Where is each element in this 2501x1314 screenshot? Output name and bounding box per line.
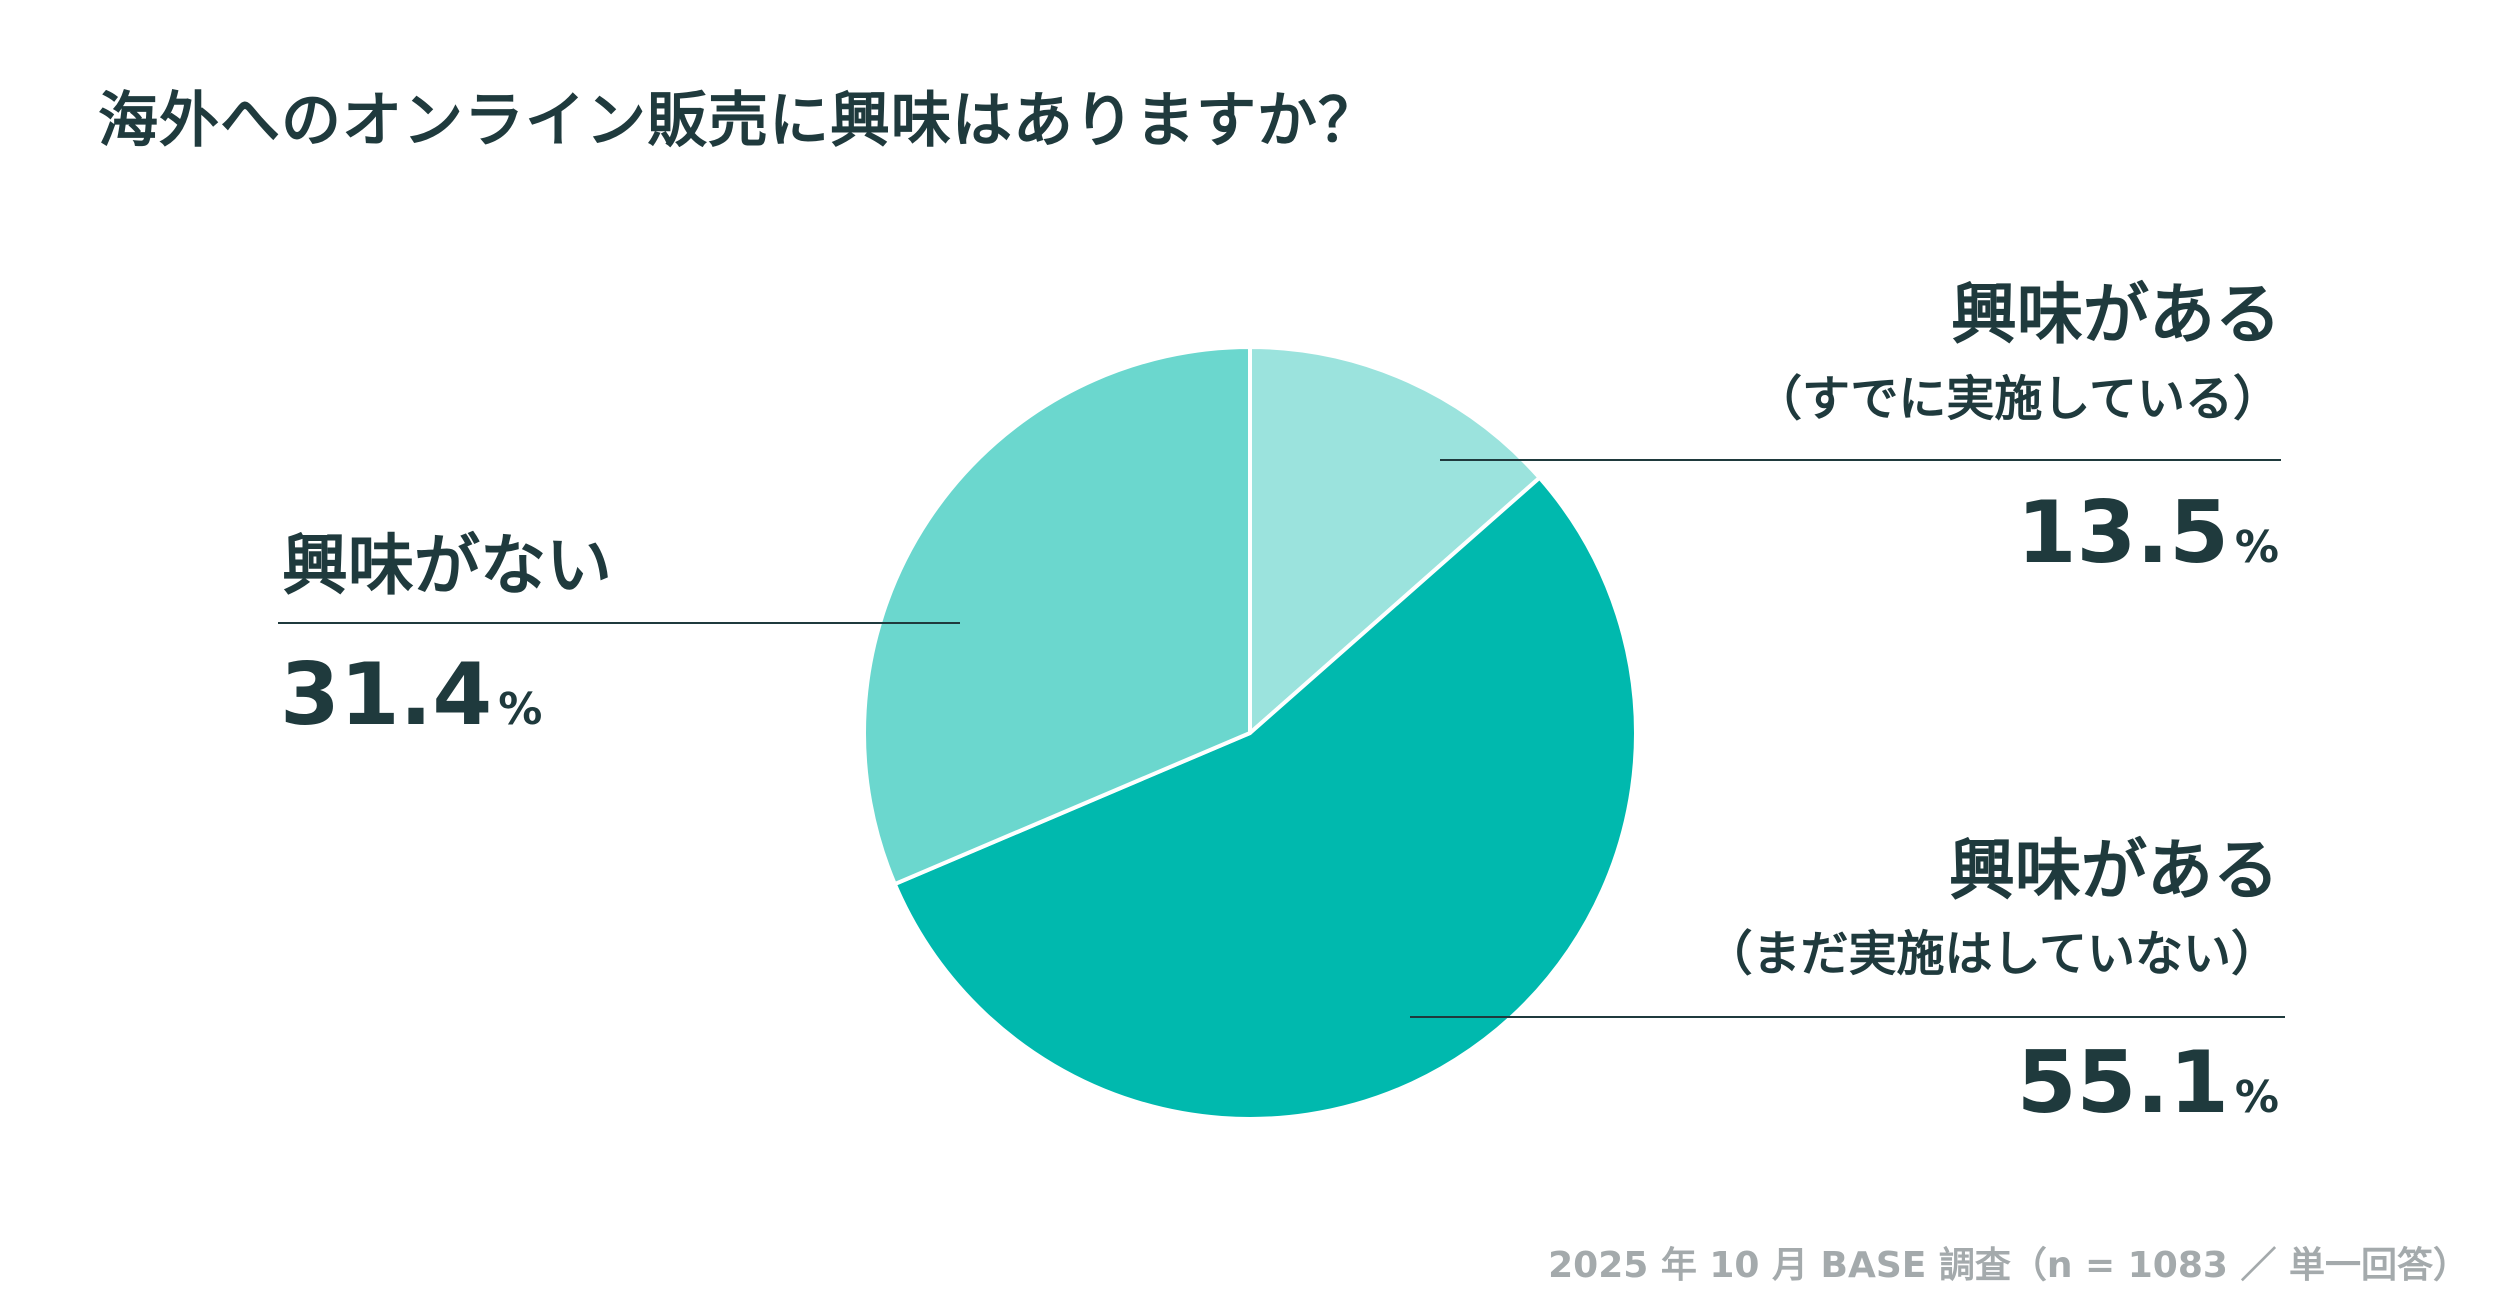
slice-unit-1: % <box>2234 1072 2279 1123</box>
slice-rule-2 <box>278 622 960 624</box>
slice-rule-0 <box>1440 459 2281 461</box>
slice-value-group-1: 55.1% <box>2017 1040 2279 1126</box>
slice-value-group-2: 31.4% <box>280 652 542 738</box>
slice-value-1: 55.1 <box>2016 1033 2229 1133</box>
slice-unit-0: % <box>2234 522 2279 573</box>
slice-value-group-0: 13.5% <box>2017 490 2279 576</box>
pie-slice-0 <box>1248 345 1542 735</box>
slice-value-2: 31.4 <box>280 645 493 745</box>
slice-unit-2: % <box>498 684 543 735</box>
pie-slice-2 <box>862 345 1252 887</box>
slice-value-0: 13.5 <box>2016 483 2229 583</box>
slice-sublabel-1: （まだ実施はしていない） <box>1704 926 2279 982</box>
slice-rule-1 <box>1410 1016 2285 1018</box>
slice-label-group-2: 興味がない <box>282 533 612 599</box>
slice-sublabel-0: （すでに実施している） <box>1753 371 2281 427</box>
slice-sublabel-group-0: （すでに実施している） <box>1754 375 2281 423</box>
slice-label-1: 興味がある <box>1949 832 2279 909</box>
slice-label-group-1: 興味がある <box>1949 838 2279 904</box>
pie-slice-1 <box>892 475 1638 1121</box>
slice-sublabel-group-1: （まだ実施はしていない） <box>1704 930 2279 978</box>
slice-label-0: 興味がある <box>1951 276 2281 353</box>
footer-source-note: 2025 年 10 月 BASE 調査（n = 1083 ／ 単一回答） <box>1548 1245 2469 1286</box>
slice-label-group-0: 興味がある <box>1951 282 2281 348</box>
chart-title: 海外へのオンライン販売に興味はありますか？ <box>98 86 1379 156</box>
slice-label-2: 興味がない <box>282 527 612 604</box>
